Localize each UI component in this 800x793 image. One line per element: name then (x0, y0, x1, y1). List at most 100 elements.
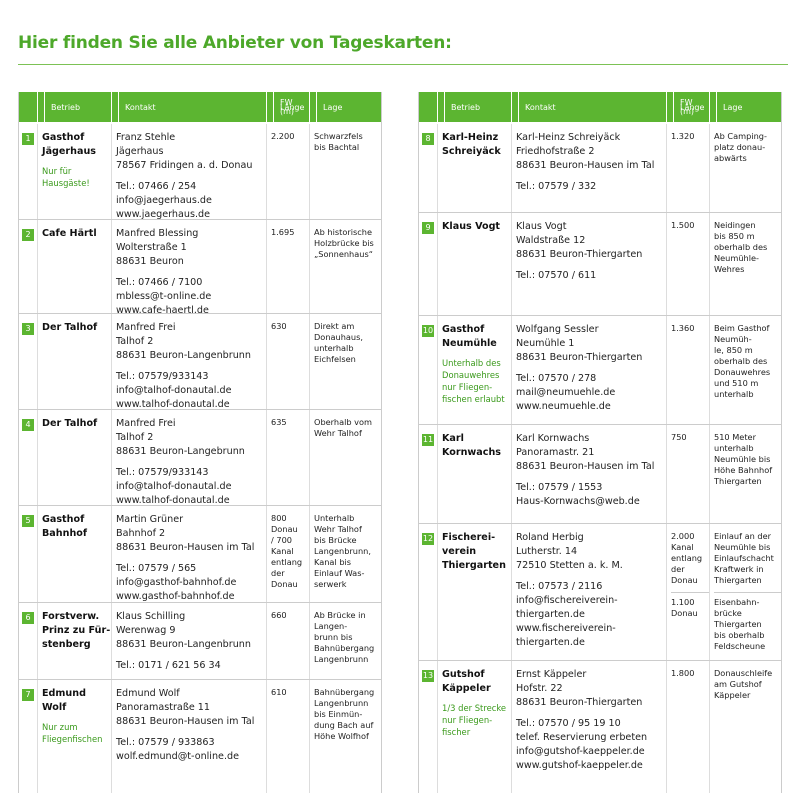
length-group: 660 (271, 610, 309, 621)
contact-block: Tel.: 07573 / 2116 info@fischereiverein-t… (516, 580, 666, 650)
address-line: 88631 Beuron-Thiergarten (516, 249, 643, 260)
header-label: Betrieb (44, 92, 80, 122)
business-name: Forstverw. (42, 611, 100, 622)
business-name: Gasthof (442, 324, 485, 335)
address-line: Ernst Käppeler (516, 669, 587, 680)
column-divider (666, 316, 667, 424)
column-divider (511, 213, 512, 315)
contact-line: www.fischereiverein- (516, 623, 616, 634)
column-divider (511, 316, 512, 424)
address-line: Werenwag 9 (116, 625, 176, 636)
table-cell: Edmund Wolf Nur zum Fliegenfischen (37, 687, 111, 745)
table-row: 3 Der Talhof Manfred Frei Talhof 2 88631 Beu… (19, 314, 381, 410)
column-divider (37, 124, 38, 219)
business-name: Fischerei- (442, 532, 496, 543)
header-line: FW (m) (673, 92, 709, 122)
length-line: 1.100 (671, 597, 695, 607)
business-name: Karl (442, 433, 464, 444)
table-cell: 1.800 (666, 668, 709, 679)
length-line: 1.320 (671, 131, 695, 141)
location-line: am Gutshof (714, 679, 762, 689)
contact-line: Tel.: 07579 / 1553 (516, 482, 603, 493)
table-cell: Edmund Wolf Panoramastraße 11 88631 Beuron… (111, 687, 266, 764)
length-group: 2.000 Kanal entlang der Donau (671, 531, 709, 586)
row-number: 10 (422, 325, 434, 337)
location-line: Höhe Wolfhof (314, 731, 369, 741)
business-name: Gasthof (42, 514, 85, 525)
length-group: 610 (271, 687, 309, 698)
address-line: Talhof 2 (116, 336, 154, 347)
table-cell: Gasthof Jägerhaus Nur für Hausgäste! (37, 131, 111, 189)
location-line: Wehres (714, 264, 745, 274)
table-cell: Manfred Blessing Wolterstraße 1 88631 Beur… (111, 227, 266, 318)
table-cell: Bahnübergang Langenbrunn bis Einmün-dung B… (309, 687, 381, 742)
address-line: Karl-Heinz Schreiyäck (516, 132, 621, 143)
column-divider (37, 506, 38, 602)
note-line: nur Fliegen- (442, 382, 493, 392)
header-label: Betrieb (444, 92, 480, 122)
length-line: Donau (671, 608, 698, 618)
location-line: bis 850 m (714, 231, 755, 241)
table-cell: Gasthof Bahnhof (37, 513, 111, 541)
location-line: Bahnübergang (314, 687, 375, 697)
length-group: 750 (671, 432, 709, 443)
contact-line: Tel.: 07579 / 332 (516, 181, 597, 192)
length-line: 2.000 (671, 531, 695, 541)
row-number: 11 (422, 434, 434, 446)
contact-line: thiergarten.de (516, 637, 585, 648)
column-divider (309, 506, 310, 602)
location-group: Oberhalb vom Wehr Talhof (314, 417, 381, 439)
contact-line: info@fischereiverein- (516, 595, 618, 606)
column-divider (111, 680, 112, 793)
table-row: 5 Gasthof Bahnhof Martin Grüner Bahnhof 2 886… (19, 506, 381, 603)
column-divider (709, 524, 710, 660)
address-line: Talhof 2 (116, 432, 154, 443)
address-line: Klaus Schilling (116, 611, 186, 622)
column-divider (266, 124, 267, 219)
header-cell: Kontakt (111, 92, 266, 122)
column-divider (309, 220, 310, 313)
table-cell: Der Talhof (37, 417, 111, 431)
note-line: Nur zum (42, 722, 78, 732)
business-name: Cafe Härtl (42, 228, 97, 239)
row-number: 9 (422, 222, 434, 234)
row-number: 5 (22, 515, 34, 527)
location-line: Langen- (314, 621, 348, 631)
table-cell: 2.200 (266, 131, 309, 142)
table-row: 9 Klaus Vogt Klaus Vogt Waldstraße 12 88631 … (419, 213, 781, 316)
header-cell: Betrieb (37, 92, 111, 122)
location-line: serwerk (314, 579, 347, 589)
contact-line: Tel.: 07570 / 95 19 10 (516, 718, 621, 729)
table-header: Betrieb Kontakt Länge FW (m) Lage (419, 92, 781, 122)
business-note: Unterhalb des Donauwehres nur Fliegen-fisc… (442, 357, 511, 405)
table-cell: Forstverw. Prinz zu Für-stenberg (37, 610, 111, 652)
contact-line: wolf.edmund@t-online.de (116, 751, 239, 762)
column-divider (437, 213, 438, 315)
location-group: 510 Meter unterhalb Neumühle bis Höhe Bahnh… (714, 432, 781, 487)
column-divider (111, 314, 112, 409)
table-cell: Einlauf an der Neumühle bis Einlaufschacht… (709, 531, 781, 652)
location-group: Direkt am Donauhaus, unterhalb Eichfelsen (314, 321, 381, 365)
contact-block: Tel.: 07466 / 254 info@jaegerhaus.de www.j… (116, 180, 266, 222)
header-cell: Kontakt (511, 92, 666, 122)
location-line: le, 850 m (714, 345, 753, 355)
column-divider (111, 603, 112, 679)
contact-line: info@jaegerhaus.de (116, 195, 212, 206)
table-cell: Der Talhof (37, 321, 111, 335)
table-cell: Manfred Frei Talhof 2 88631 Beuron-Langenb… (111, 321, 266, 412)
location-line: Langenbrunn (314, 698, 369, 708)
header-label: Lage (316, 92, 342, 122)
address-line: Manfred Frei (116, 418, 176, 429)
length-line: 1.360 (671, 323, 695, 333)
address-line: 88631 Beuron-Langenbrunn (116, 639, 251, 650)
contact-block: Tel.: 07570 / 95 19 10 telef. Reservierun… (516, 717, 666, 773)
length-line: 2.200 (271, 131, 295, 141)
column-divider (666, 661, 667, 793)
note-line: nur Fliegen- (442, 715, 493, 725)
location-line: Wehr Talhof (314, 524, 362, 534)
location-line: Feldscheune (714, 641, 766, 651)
contact-block: Tel.: 07579 / 332 (516, 180, 666, 194)
location-line: brunn bis (314, 632, 353, 642)
business-name: Kornwachs (442, 447, 501, 458)
table-cell: Beim Gasthof Neumüh-le, 850 m oberhalb des… (709, 323, 781, 400)
